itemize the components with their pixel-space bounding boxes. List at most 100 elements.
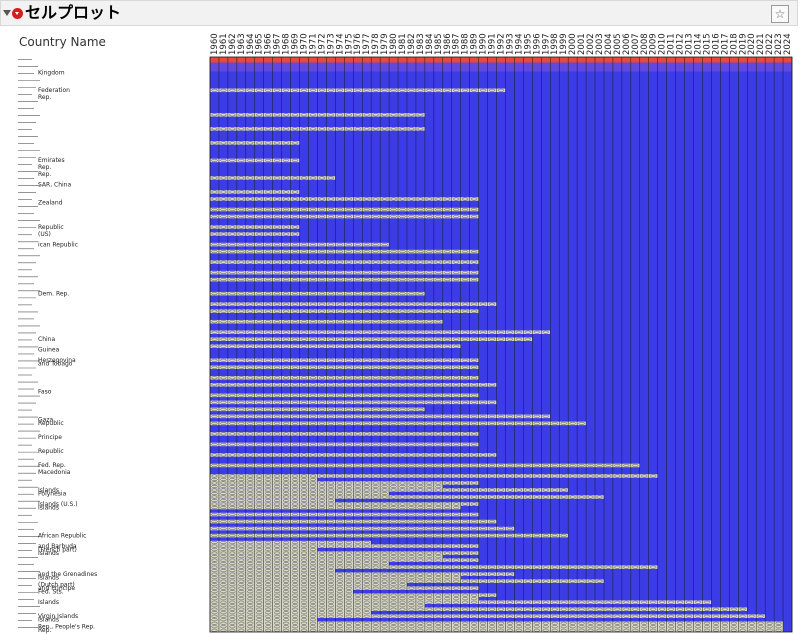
- missing-marker: [309, 492, 317, 495]
- missing-marker: [327, 621, 334, 625]
- missing-marker: [471, 579, 478, 583]
- missing-marker: [220, 562, 227, 566]
- missing-marker: [623, 625, 630, 629]
- missing-marker: [578, 421, 585, 425]
- missing-marker: [274, 197, 281, 201]
- missing-marker: [291, 376, 299, 380]
- missing-marker: [363, 488, 370, 492]
- missing-marker: [390, 600, 397, 604]
- missing-marker: [229, 513, 236, 516]
- missing-marker: [381, 260, 388, 264]
- missing-marker: [265, 618, 272, 622]
- missing-marker: [229, 544, 236, 548]
- missing-marker: [471, 358, 478, 362]
- missing-marker: [309, 176, 317, 180]
- row-label: Republic: [38, 448, 64, 455]
- missing-marker: [283, 597, 290, 601]
- column-label: 1987: [452, 33, 462, 55]
- column-label: 2002: [586, 33, 596, 55]
- missing-marker: [506, 421, 514, 425]
- missing-marker: [560, 579, 567, 583]
- missing-marker: [685, 614, 693, 618]
- missing-marker: [605, 474, 612, 478]
- missing-marker: [336, 583, 343, 587]
- missing-marker: [650, 621, 657, 625]
- missing-marker: [291, 320, 299, 324]
- missing-marker: [408, 365, 415, 369]
- missing-marker: [399, 565, 406, 569]
- missing-marker: [220, 541, 227, 545]
- missing-marker: [426, 337, 433, 341]
- red-triangle-menu-icon[interactable]: [12, 8, 23, 19]
- missing-marker: [381, 309, 388, 313]
- row-label: Faso: [38, 389, 52, 396]
- missing-marker: [542, 579, 549, 583]
- star-icon[interactable]: ☆: [771, 5, 789, 23]
- missing-marker: [291, 260, 299, 264]
- missing-marker: [614, 628, 621, 632]
- missing-marker: [453, 481, 460, 485]
- missing-marker: [283, 190, 290, 194]
- missing-marker: [274, 407, 281, 411]
- row-label: Islands: [38, 504, 59, 511]
- missing-marker: [283, 534, 290, 538]
- missing-marker: [274, 551, 281, 555]
- missing-marker: [247, 611, 254, 615]
- missing-marker: [757, 614, 764, 618]
- missing-marker: [345, 365, 352, 369]
- missing-marker: [471, 593, 478, 597]
- column-label: 1982: [407, 33, 417, 55]
- missing-marker: [318, 607, 325, 611]
- missing-marker: [327, 551, 334, 555]
- missing-marker: [345, 593, 352, 597]
- column-label: 1990: [479, 33, 489, 55]
- missing-marker: [283, 159, 290, 162]
- missing-marker: [211, 569, 218, 573]
- missing-marker: [238, 611, 245, 615]
- missing-marker: [238, 495, 245, 499]
- missing-marker: [300, 569, 308, 573]
- missing-marker: [211, 586, 218, 590]
- missing-marker: [363, 243, 370, 247]
- missing-marker: [363, 113, 370, 117]
- missing-marker: [229, 260, 236, 264]
- missing-marker: [408, 302, 415, 306]
- collapse-triangle-icon[interactable]: [3, 10, 11, 16]
- missing-marker: [354, 583, 361, 587]
- missing-marker: [256, 597, 263, 601]
- missing-marker: [274, 400, 281, 404]
- missing-marker: [381, 464, 388, 467]
- missing-marker: [291, 344, 299, 348]
- missing-marker: [327, 176, 334, 180]
- missing-marker: [354, 551, 361, 555]
- missing-marker: [291, 604, 299, 608]
- missing-marker: [256, 358, 263, 362]
- missing-marker: [435, 453, 442, 457]
- missing-marker: [345, 485, 352, 488]
- missing-marker: [274, 309, 281, 313]
- missing-marker: [462, 393, 469, 397]
- missing-marker: [265, 611, 272, 615]
- missing-marker: [291, 358, 299, 362]
- missing-marker: [220, 127, 227, 131]
- missing-marker: [238, 407, 245, 411]
- missing-marker: [318, 628, 325, 632]
- missing-marker: [283, 197, 290, 201]
- missing-marker: [363, 383, 370, 387]
- missing-marker: [211, 544, 218, 548]
- missing-marker: [354, 358, 361, 362]
- missing-marker: [283, 558, 290, 562]
- missing-marker: [480, 383, 487, 387]
- missing-marker: [336, 544, 343, 548]
- missing-marker: [408, 393, 415, 397]
- row-label: and the Grenadines: [38, 571, 97, 578]
- missing-marker: [283, 176, 290, 180]
- missing-marker: [417, 464, 424, 467]
- missing-marker: [247, 474, 254, 478]
- missing-marker: [274, 495, 281, 499]
- missing-marker: [274, 558, 281, 562]
- missing-marker: [256, 320, 263, 324]
- missing-marker: [238, 593, 245, 597]
- missing-marker: [399, 555, 406, 559]
- missing-marker: [211, 225, 218, 229]
